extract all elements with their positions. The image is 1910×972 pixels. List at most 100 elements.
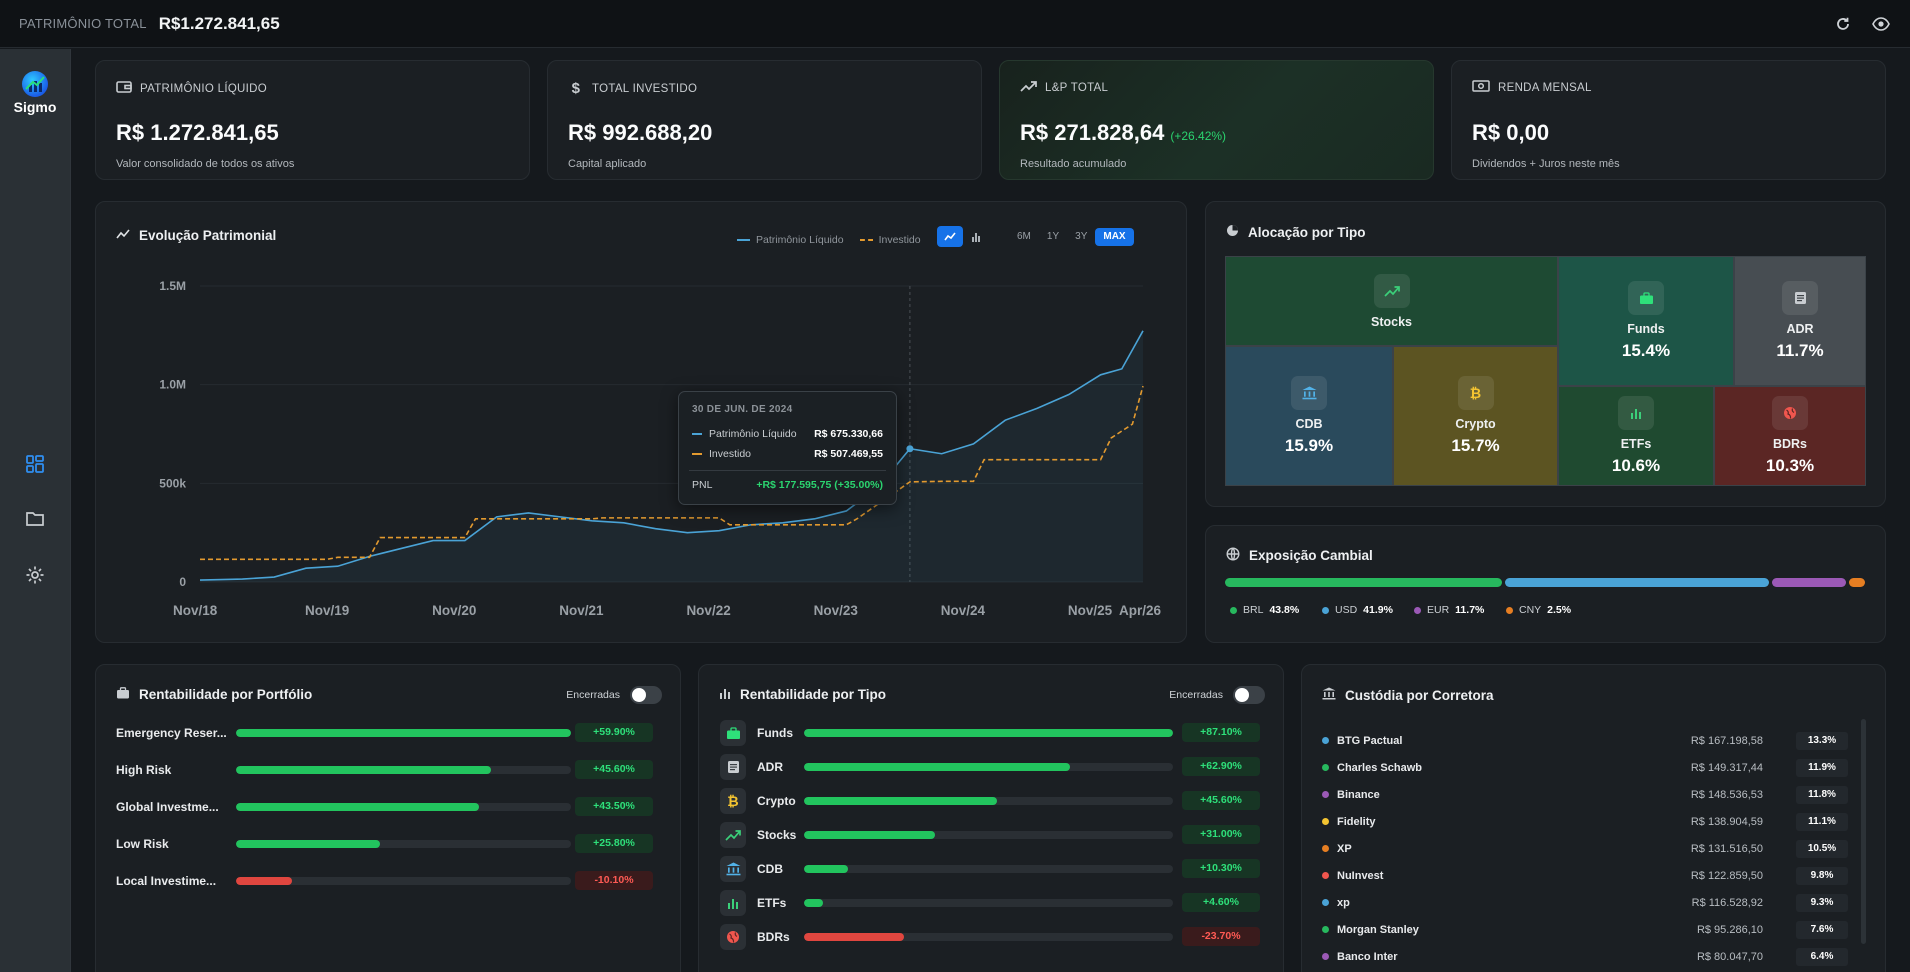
portfolio-bar-track <box>236 840 571 848</box>
broker-amount: R$ 116.528,92 <box>1691 896 1763 909</box>
evolution-title-wrap: Evolução Patrimonial <box>116 228 276 243</box>
custody-scrollbar[interactable] <box>1861 719 1866 944</box>
bar-chart-icon <box>719 687 731 702</box>
portfolio-name: Local Investime... <box>116 874 217 888</box>
fx-code: USD <box>1335 604 1358 616</box>
broker-name: Banco Inter <box>1337 950 1398 963</box>
tooltip-value: R$ 675.330,66 <box>814 428 883 440</box>
total-label: PATRIMÔNIO TOTAL <box>19 16 147 31</box>
treemap-label: CDB <box>1295 417 1323 431</box>
fx-code: BRL <box>1243 604 1264 616</box>
bar-chart-button[interactable] <box>963 226 989 247</box>
range-3y-button[interactable]: 3Y <box>1075 231 1088 242</box>
custody-row[interactable]: XP R$ 131.516,50 10.5% <box>1322 835 1848 862</box>
legend-dot <box>1230 606 1237 614</box>
kpi-card-monthly-income: RENDA MENSAL R$ 0,00 Dividendos + Juros … <box>1451 60 1886 180</box>
portfolio-bar-track <box>236 766 571 774</box>
broker-dot <box>1322 791 1329 798</box>
fx-segment-eur[interactable] <box>1772 578 1847 587</box>
tooltip-swatch <box>692 433 702 435</box>
kpi-card-net-worth: PATRIMÔNIO LÍQUIDO R$ 1.272.841,65 Valor… <box>95 60 530 180</box>
type-name: CDB <box>757 862 783 876</box>
app-logo[interactable]: Sigmo <box>13 71 57 115</box>
tooltip-swatch <box>692 453 702 455</box>
kpi-value: R$ 992.688,20 <box>568 120 713 145</box>
fx-legend-item: EUR 11.7% <box>1414 604 1484 616</box>
fx-segment-usd[interactable] <box>1504 578 1770 587</box>
type-bar-fill <box>804 933 905 941</box>
tooltip-pnl-label: PNL <box>692 479 713 491</box>
broker-dot <box>1322 737 1329 744</box>
type-bar-fill <box>804 865 848 873</box>
custody-row[interactable]: NuInvest R$ 122.859,50 9.8% <box>1322 862 1848 889</box>
custody-row[interactable]: Fidelity R$ 138.904,59 11.1% <box>1322 808 1848 835</box>
eye-icon[interactable] <box>1871 14 1891 34</box>
broker-percent: 6.4% <box>1796 947 1848 966</box>
top-bar: PATRIMÔNIO TOTAL R$1.272.841,65 <box>0 0 1910 48</box>
custody-row[interactable]: Charles Schawb R$ 149.317,44 11.9% <box>1322 754 1848 781</box>
portfolio-bar-track <box>236 729 571 737</box>
portfolio-title: Rentabilidade por Portfólio <box>139 687 313 702</box>
custody-row[interactable]: xp R$ 116.528,92 9.3% <box>1322 889 1848 916</box>
portfolio-percent-badge: -10.10% <box>575 871 653 890</box>
kpi-value: R$ 1.272.841,65 <box>116 120 279 145</box>
refresh-icon[interactable] <box>1833 14 1853 34</box>
closed-toggle[interactable] <box>630 686 662 704</box>
treemap-cell-adr[interactable]: ADR 11.7% <box>1734 256 1866 386</box>
range-max-button[interactable]: MAX <box>1095 228 1134 246</box>
portfolio-bar-fill <box>236 729 571 737</box>
custody-row[interactable]: BTG Pactual R$ 167.198,58 13.3% <box>1322 727 1848 754</box>
fx-code: EUR <box>1427 604 1450 616</box>
dashboard-icon[interactable] <box>22 451 48 477</box>
chart-legend: Patrimônio Líquido Investido <box>737 234 921 246</box>
tooltip-row-net-worth: Patrimônio Líquido R$ 675.330,66 <box>692 428 883 440</box>
range-6m-button[interactable]: 6M <box>1017 231 1031 242</box>
portfolio-bar-fill <box>236 877 293 885</box>
closed-toggle[interactable] <box>1233 686 1265 704</box>
treemap-percent: 15.4% <box>1621 341 1671 360</box>
fx-percent: 41.9% <box>1363 604 1393 616</box>
type-name: ADR <box>757 760 783 774</box>
custody-row[interactable]: Morgan Stanley R$ 95.286,10 7.6% <box>1322 916 1848 943</box>
broker-dot <box>1322 818 1329 825</box>
treemap-cell-etfs[interactable]: ETFs 10.6% <box>1558 386 1714 486</box>
briefcase-icon <box>720 720 746 746</box>
broker-percent: 9.3% <box>1796 893 1848 912</box>
bank-icon <box>1291 376 1327 410</box>
fx-legend-item: CNY 2.5% <box>1506 604 1571 616</box>
line-chart-button[interactable] <box>937 226 963 247</box>
treemap-percent: 10.3% <box>1765 456 1815 475</box>
logo-icon <box>22 71 48 97</box>
custody-row[interactable]: Binance R$ 148.536,53 11.8% <box>1322 781 1848 808</box>
closed-toggle-wrap: Encerradas <box>1169 686 1265 704</box>
custody-row[interactable]: Banco Inter R$ 80.047,70 6.4% <box>1322 943 1848 970</box>
fx-segment-brl[interactable] <box>1225 578 1502 587</box>
treemap-cell-funds[interactable]: Funds 15.4% <box>1558 256 1734 386</box>
range-1y-button[interactable]: 1Y <box>1046 231 1060 242</box>
treemap-cell-crypto[interactable]: ₿ Crypto 15.7% <box>1393 346 1558 486</box>
treemap-cell-stocks[interactable]: Stocks <box>1225 256 1558 346</box>
globe-icon <box>720 924 746 950</box>
portfolio-title-wrap: Rentabilidade por Portfólio <box>116 687 312 702</box>
custody-card: Custódia por Corretora <box>1301 664 1886 972</box>
fx-segment-cny[interactable] <box>1849 578 1865 587</box>
total-value: R$1.272.841,65 <box>158 13 280 33</box>
treemap-percent: 10.6% <box>1611 456 1661 475</box>
broker-dot <box>1322 872 1329 879</box>
folder-icon[interactable] <box>22 506 48 532</box>
broker-name: Morgan Stanley <box>1337 923 1419 936</box>
broker-name: Binance <box>1337 788 1380 801</box>
settings-icon[interactable] <box>22 562 48 588</box>
legend-dot <box>1414 606 1421 614</box>
fx-percent: 43.8% <box>1269 604 1300 616</box>
treemap-cell-bdrs[interactable]: BDRs 10.3% <box>1714 386 1866 486</box>
portfolio-bar-track <box>236 877 571 885</box>
broker-amount: R$ 167.198,58 <box>1690 734 1763 747</box>
type-name: Funds <box>757 726 793 740</box>
type-bar-track <box>804 865 1173 873</box>
kpi-subtitle: Resultado acumulado <box>1020 158 1127 170</box>
type-bar-track <box>804 933 1173 941</box>
treemap-cell-cdb[interactable]: CDB 15.9% <box>1225 346 1393 486</box>
tooltip-row-invested: Investido R$ 507.469,55 <box>692 448 883 460</box>
type-percent-badge: +87.10% <box>1182 723 1260 742</box>
